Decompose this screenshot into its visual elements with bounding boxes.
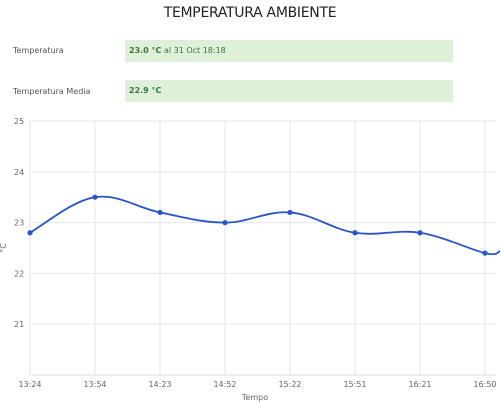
average-temperature-box: 22.9 °C [125,80,453,102]
average-temperature-value: 22.9 °C [129,86,162,95]
series-line [29,195,500,256]
current-temperature-label: Temperatura [13,46,64,55]
current-temperature-timestamp: al 31 Oct 18:18 [163,46,226,55]
y-tick-label: 22 [14,269,24,278]
x-axis-title: Tempo [241,393,268,402]
x-tick-label: 14:52 [213,380,236,389]
x-tick-label: 13:54 [83,380,106,389]
data-point-4 [287,209,293,216]
data-point-0 [27,230,33,236]
page-title: TEMPERATURA AMBIENTE [163,5,337,21]
y-tick-label: 24 [14,168,24,177]
x-tick-label: 13:24 [18,380,41,389]
data-point-7 [482,250,488,256]
average-temperature-label: Temperatura Media [13,87,91,96]
data-point-5 [352,230,358,236]
x-tick-label: 15:22 [278,380,301,389]
x-tick-label: 15:51 [343,380,366,389]
current-temperature-box: 23.0 °C al 31 Oct 18:18 [125,40,453,62]
data-point-1 [92,194,98,200]
y-tick-label: 21 [14,320,24,329]
x-tick-label: 14:23 [148,380,171,389]
x-tick-label: 16:50 [473,380,496,389]
current-temperature-value: 23.0 °C [129,46,162,55]
y-tick-label: 23 [14,219,24,228]
y-tick-label: 25 [14,117,24,126]
data-point-2 [157,209,163,216]
data-point-6 [417,230,423,236]
x-tick-label: 16:21 [408,380,431,389]
y-axis-title: °C [0,243,8,253]
data-point-3 [222,220,228,226]
